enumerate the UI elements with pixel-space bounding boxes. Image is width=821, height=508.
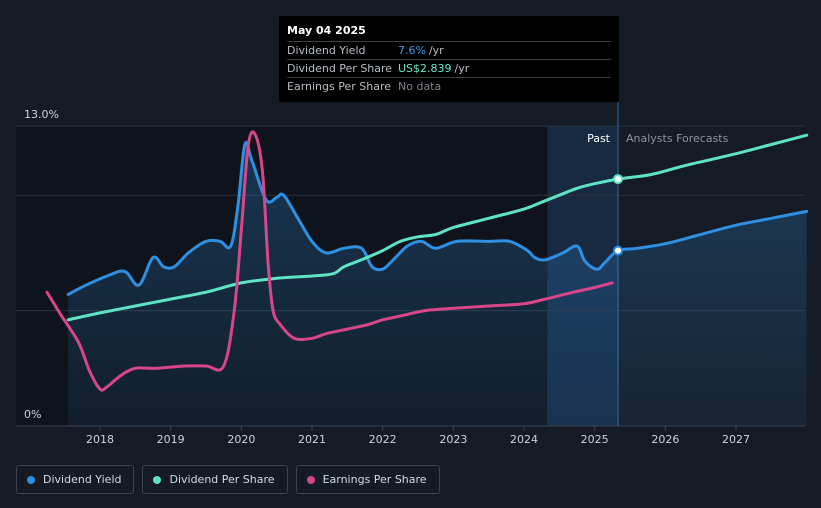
x-tick-label: 2025: [581, 433, 609, 446]
x-tick-label: 2027: [722, 433, 750, 446]
tooltip-row-dividend-yield: Dividend Yield 7.6% /yr: [287, 41, 611, 59]
tooltip-unit: /yr: [454, 62, 470, 75]
dividend-per-share-line: [66, 133, 809, 322]
area-layer: [68, 142, 807, 426]
legend: Dividend Yield Dividend Per Share Earnin…: [16, 465, 448, 494]
legend-dot-icon: [306, 475, 315, 484]
x-tick-label: 2019: [157, 433, 185, 446]
series-markers: [612, 174, 623, 256]
x-tick-label: 2020: [227, 433, 255, 446]
tooltip-value: 7.6%: [398, 44, 426, 57]
tooltip-row-dividend-per-share: Dividend Per Share US$2.839 /yr: [287, 59, 611, 77]
series-lines: [45, 130, 809, 392]
tooltip-date: May 04 2025: [287, 24, 366, 37]
forecast-label: Analysts Forecasts: [626, 132, 729, 145]
earnings-per-share-line: [45, 130, 614, 392]
x-tick-label: 2024: [510, 433, 538, 446]
tooltip-unit: /yr: [428, 44, 444, 57]
dividend-yield-area: [68, 142, 807, 426]
legend-label: Dividend Per Share: [169, 473, 275, 486]
x-axis-ticks: 2018 2019 2020 2021 2022 2023 2024 2025 2026 2027: [86, 426, 750, 446]
tooltip-value: No data: [398, 80, 442, 93]
x-tick-label: 2022: [369, 433, 397, 446]
tooltip-label: Dividend Per Share: [287, 62, 393, 75]
y-tick-bottom: 0%: [24, 408, 41, 421]
legend-item-dividend-per-share[interactable]: Dividend Per Share: [142, 465, 288, 494]
tooltip-label: Dividend Yield: [287, 44, 366, 57]
tooltip-value: US$2.839: [398, 62, 452, 75]
dividend-per-share-marker: [612, 174, 623, 185]
x-tick-label: 2018: [86, 433, 114, 446]
dividend-yield-marker: [612, 245, 623, 256]
legend-item-earnings-per-share[interactable]: Earnings Per Share: [295, 465, 440, 494]
legend-label: Dividend Yield: [43, 473, 122, 486]
legend-label: Earnings Per Share: [322, 473, 427, 486]
tooltip: May 04 2025 Dividend Yield 7.6% /yr Divi…: [279, 16, 619, 102]
y-tick-top: 13.0%: [24, 108, 59, 121]
tooltip-label: Earnings Per Share: [287, 80, 392, 93]
legend-dot-icon: [153, 475, 162, 484]
x-tick-label: 2021: [298, 433, 326, 446]
legend-dot-icon: [27, 475, 35, 484]
past-label: Past: [587, 132, 611, 145]
legend-item-dividend-yield[interactable]: Dividend Yield: [16, 465, 135, 494]
dividend-yield-line: [66, 140, 809, 296]
x-tick-label: 2026: [651, 433, 679, 446]
tooltip-row-earnings-per-share: Earnings Per Share No data: [287, 77, 611, 95]
x-tick-label: 2023: [439, 433, 467, 446]
